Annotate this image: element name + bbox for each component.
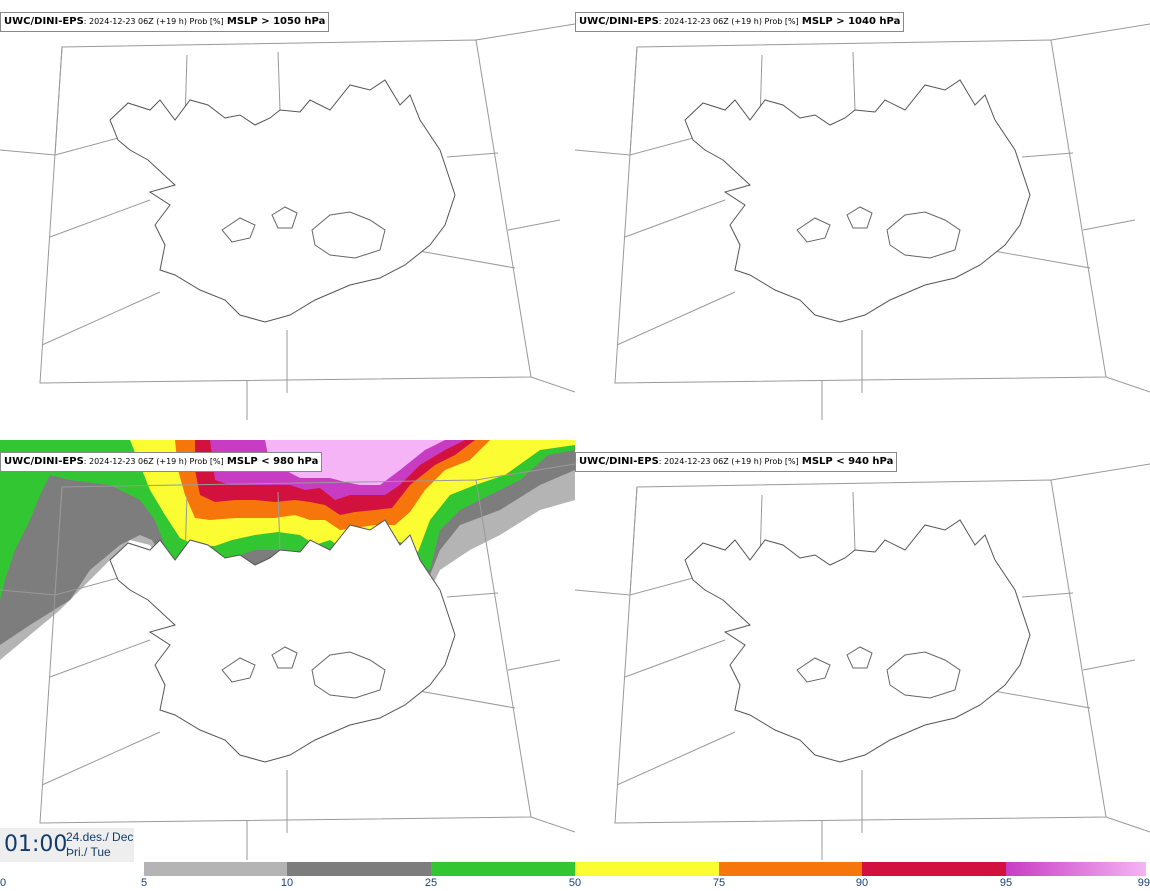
glacier-outline — [221, 657, 256, 683]
run-info: : 2024-12-23 06Z (+19 h) Prob [%] — [83, 457, 224, 466]
glacier-outline — [311, 211, 386, 259]
variable-label: MSLP < 940 hPa — [801, 456, 894, 467]
glacier-outline — [886, 211, 961, 259]
glacier-outline — [311, 651, 386, 699]
glacier-outline — [796, 657, 831, 683]
legend-bin — [431, 862, 575, 876]
map-canvas — [0, 440, 575, 860]
glacier-outline — [271, 206, 298, 229]
model-name: UWC/DINI-EPS — [4, 16, 84, 27]
variable-label: MSLP < 980 hPa — [226, 456, 319, 467]
iceland-coastline — [684, 519, 1031, 763]
map-canvas — [575, 463, 1150, 860]
legend-bin — [719, 862, 862, 876]
panel-title: UWC/DINI-EPS: 2024-12-23 06Z (+19 h) Pro… — [0, 12, 330, 32]
legend-tick-label: 5 — [140, 877, 148, 889]
variable-label: MSLP > 1050 hPa — [226, 16, 326, 27]
iceland-coastline — [109, 79, 456, 323]
run-info: : 2024-12-23 06Z (+19 h) Prob [%] — [658, 17, 799, 26]
model-name: UWC/DINI-EPS — [579, 456, 659, 467]
map-panel-mslp-gt-1050: UWC/DINI-EPS: 2024-12-23 06Z (+19 h) Pro… — [0, 0, 575, 420]
map-canvas — [0, 23, 575, 420]
glacier-outline — [221, 217, 256, 243]
model-name: UWC/DINI-EPS — [4, 456, 84, 467]
legend-bin — [575, 862, 719, 876]
iceland-coastline — [684, 79, 1031, 323]
legend-tick-label: 95 — [999, 877, 1013, 889]
legend-tick-label: 50 — [568, 877, 582, 889]
valid-time: 01:00 — [4, 832, 68, 857]
legend-bin — [862, 862, 1006, 876]
legend-tick-label: 90 — [855, 877, 869, 889]
valid-weekday: Þri./ Tue — [66, 845, 111, 859]
map-panel-mslp-lt-940: UWC/DINI-EPS: 2024-12-23 06Z (+19 h) Pro… — [575, 440, 1150, 860]
legend-bin — [144, 862, 287, 876]
prob-band-99 — [265, 440, 445, 485]
legend-bin — [287, 862, 431, 876]
variable-label: MSLP > 1040 hPa — [801, 16, 901, 27]
legend-tick-label: 75 — [712, 877, 726, 889]
glacier-outline — [796, 217, 831, 243]
glacier-outline — [846, 206, 873, 229]
glacier-outline — [886, 651, 961, 699]
legend-tick-label: 0 — [0, 877, 7, 889]
map-panel-mslp-gt-1040: UWC/DINI-EPS: 2024-12-23 06Z (+19 h) Pro… — [575, 0, 1150, 420]
panel-title: UWC/DINI-EPS: 2024-12-23 06Z (+19 h) Pro… — [575, 12, 905, 32]
panel-title: UWC/DINI-EPS: 2024-12-23 06Z (+19 h) Pro… — [0, 452, 323, 472]
legend-tick-label: 99 — [1137, 877, 1150, 889]
glacier-outline — [846, 646, 873, 669]
grid-lines — [575, 463, 1150, 860]
legend-tick-label: 25 — [424, 877, 438, 889]
legend-bin — [1006, 862, 1146, 876]
map-canvas — [575, 23, 1150, 420]
run-info: : 2024-12-23 06Z (+19 h) Prob [%] — [83, 17, 224, 26]
legend-tick-label: 10 — [280, 877, 294, 889]
iceland-coastline — [109, 519, 456, 763]
run-info: : 2024-12-23 06Z (+19 h) Prob [%] — [658, 457, 799, 466]
panel-title: UWC/DINI-EPS: 2024-12-23 06Z (+19 h) Pro… — [575, 452, 898, 472]
map-panel-mslp-lt-980: UWC/DINI-EPS: 2024-12-23 06Z (+19 h) Pro… — [0, 440, 575, 860]
valid-time-box: 01:00 24.des./ Dec Þri./ Tue — [0, 828, 134, 862]
model-name: UWC/DINI-EPS — [579, 16, 659, 27]
valid-date: 24.des./ Dec — [66, 830, 134, 844]
color-legend-bar — [144, 862, 1150, 876]
glacier-outline — [271, 646, 298, 669]
